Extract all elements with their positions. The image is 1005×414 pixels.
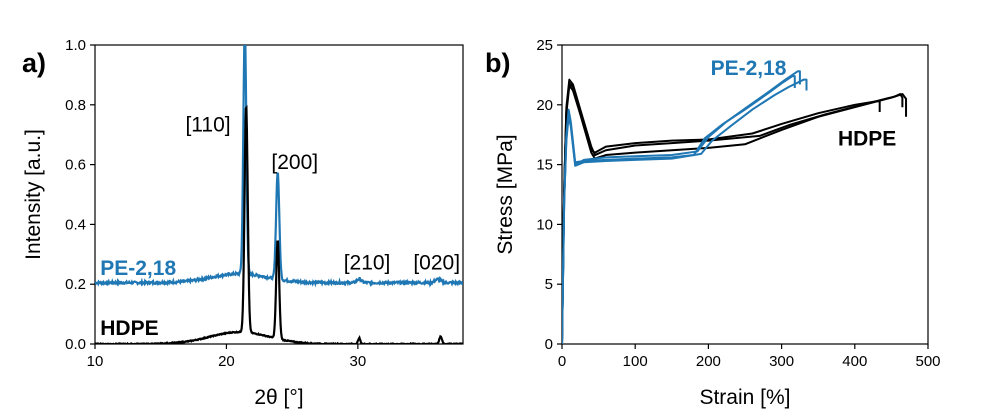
x-tick-label: 100: [623, 353, 648, 370]
series-line-pe-2-18: [95, 45, 463, 288]
xrd-plot-area: [95, 45, 463, 344]
peak-label: [210]: [344, 251, 391, 274]
series-line-pe-2-18-specimen-1: [562, 75, 796, 344]
panel-label: a): [22, 48, 46, 78]
tensile-plot-area: [562, 70, 908, 344]
series-line-hdpe-specimen-3: [562, 84, 908, 344]
panel-label: b): [485, 48, 510, 78]
x-axis-title: Strain [%]: [699, 386, 790, 409]
y-tick-label: 0.6: [65, 157, 86, 174]
peak-label: [200]: [271, 151, 318, 174]
y-tick-label: 25: [536, 37, 553, 54]
series-label: PE-2,18: [711, 57, 787, 80]
x-axis-title: 2θ [°]: [254, 386, 303, 409]
x-tick-label: 0: [558, 353, 566, 370]
y-tick-label: 0.0: [65, 336, 86, 353]
y-tick-label: 0.8: [65, 97, 86, 114]
plot-frame: [94, 44, 464, 345]
x-tick-label: 10: [87, 353, 104, 370]
y-tick-label: 0: [545, 336, 553, 353]
y-tick-label: 0.2: [65, 276, 86, 293]
x-tick-label: 30: [350, 353, 367, 370]
peak-label: [110]: [185, 114, 230, 137]
y-tick-label: 1.0: [65, 37, 86, 54]
series-line-pe-2-18-specimen-3: [562, 78, 808, 344]
y-axis-title: Intensity [a.u.]: [22, 129, 45, 260]
series-line-hdpe-specimen-2: [562, 78, 904, 344]
x-tick-label: 500: [915, 353, 940, 370]
series-line-hdpe-specimen-1: [562, 82, 881, 344]
y-tick-label: 5: [545, 276, 553, 293]
series-line-hdpe: [95, 104, 463, 344]
y-tick-label: 0.4: [65, 216, 86, 233]
y-tick-label: 15: [536, 157, 553, 174]
plot-frame: [561, 44, 929, 345]
y-tick-label: 10: [536, 216, 553, 233]
series-label: HDPE: [838, 127, 896, 150]
y-tick-label: 20: [536, 97, 553, 114]
series-line-pe-2-18-specimen-2: [562, 70, 801, 344]
x-tick-label: 20: [218, 353, 235, 370]
x-tick-label: 300: [769, 353, 794, 370]
x-tick-label: 200: [696, 353, 721, 370]
y-axis-title: Stress [MPa]: [494, 134, 517, 254]
panel-a-xrd-chart: 10 20 30 0.0 0.2 0.4 0.6 0.8 1.0 2θ [°] Intensity …: [22, 37, 464, 409]
panel-b-stress-strain-chart: 0 100 200 300 400 500 0 5 10 15 20 25 Strain [%] Stre…: [485, 37, 941, 409]
series-label: PE-2,18: [100, 257, 176, 280]
x-tick-label: 400: [842, 353, 867, 370]
peak-label: [020]: [413, 251, 460, 274]
series-label: HDPE: [100, 317, 158, 340]
